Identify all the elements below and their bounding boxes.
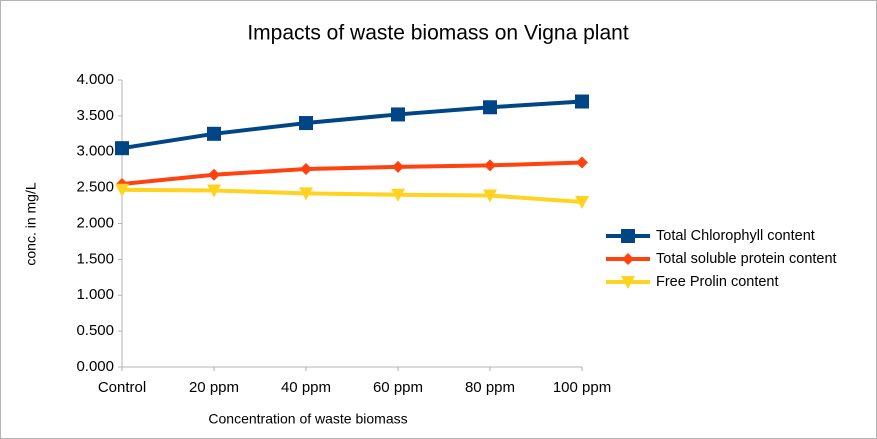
data-point [391,188,405,202]
y-tick-label: 1.000 [76,286,114,303]
x-tick-label: 40 ppm [281,379,331,396]
data-point [207,126,221,141]
data-point [208,168,220,181]
data-point [299,187,313,201]
x-axis-label: Concentration of waste biomass [208,411,407,427]
y-tick-label: 2.000 [76,214,114,231]
y-tick-label: 4.000 [76,71,114,88]
data-point [575,94,589,109]
data-point [483,100,497,115]
data-point [207,184,221,198]
data-point [392,160,404,173]
legend-marker [621,276,635,289]
series-line [121,160,583,187]
series-line [121,99,583,151]
x-tick-label: Control [98,379,146,396]
data-point [576,156,588,169]
data-point [575,195,589,209]
y-tick-label: 1.500 [76,250,114,267]
legend-label: Total soluble protein content [656,251,837,267]
x-tick-label: 100 ppm [553,379,611,396]
legend-label: Total Chlorophyll content [656,228,815,244]
data-point [299,116,313,131]
legend-label: Free Prolin content [656,274,779,290]
y-tick-label: 0.000 [76,358,114,375]
data-point [483,189,497,203]
legend-marker [622,253,634,265]
y-axis-label: conc. in mg/L [23,182,39,265]
data-point [115,141,129,156]
data-point [391,107,405,122]
series-line [121,187,583,204]
y-tick-label: 2.500 [76,179,114,196]
y-tick-label: 3.000 [76,143,114,160]
y-tick-label: 3.500 [76,107,114,124]
data-point [484,159,496,172]
data-point [300,162,312,175]
data-point [115,183,129,197]
x-tick-label: 80 ppm [465,379,515,396]
legend-marker [621,229,635,243]
chart-title: Impacts of waste biomass on Vigna plant [247,22,628,45]
y-tick-label: 0.500 [76,322,114,339]
x-tick-label: 60 ppm [373,379,423,396]
x-tick-label: 20 ppm [189,379,239,396]
